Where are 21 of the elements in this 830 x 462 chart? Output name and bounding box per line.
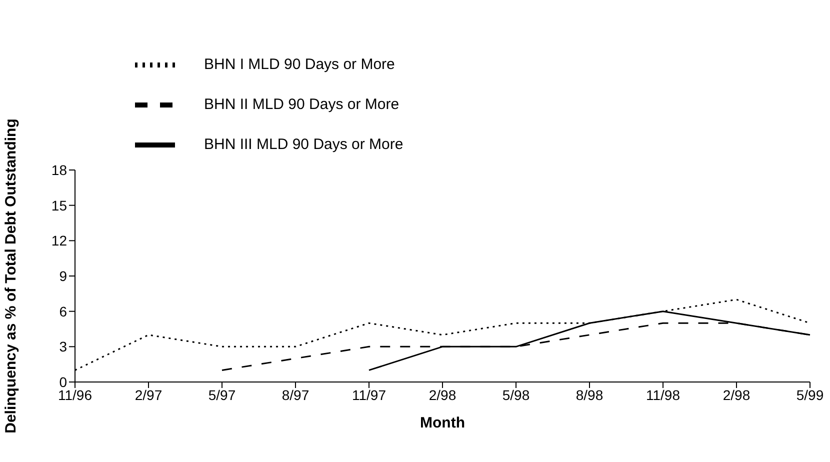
y-tick-label: 12 xyxy=(51,232,68,249)
y-tick-label: 3 xyxy=(59,338,68,355)
y-tick-label: 6 xyxy=(59,303,68,320)
legend-label: BHN III MLD 90 Days or More xyxy=(204,136,404,153)
y-tick-label: 18 xyxy=(51,162,68,178)
x-axis-title: Month xyxy=(420,414,465,432)
y-axis-title: Delinquency as % of Total Debt Outstanding xyxy=(2,118,20,434)
x-tick-label: 2/98 xyxy=(722,386,750,403)
x-tick-label: 2/97 xyxy=(134,386,162,403)
y-tick-label: 15 xyxy=(51,197,68,214)
y-tick-label: 9 xyxy=(59,268,68,284)
x-tick-label: 11/97 xyxy=(352,386,386,403)
legend-label: BHN I MLD 90 Days or More xyxy=(204,56,395,73)
x-tick-label: 8/98 xyxy=(576,386,604,403)
x-tick-label: 5/97 xyxy=(208,386,236,403)
x-tick-label: 8/97 xyxy=(282,386,310,403)
x-tick-label: 11/98 xyxy=(646,386,680,403)
x-tick-label: 5/98 xyxy=(502,386,530,403)
x-tick-label: 2/98 xyxy=(428,386,456,403)
legend-label: BHN II MLD 90 Days or More xyxy=(204,96,400,113)
x-tick-label: 5/99 xyxy=(796,386,824,403)
